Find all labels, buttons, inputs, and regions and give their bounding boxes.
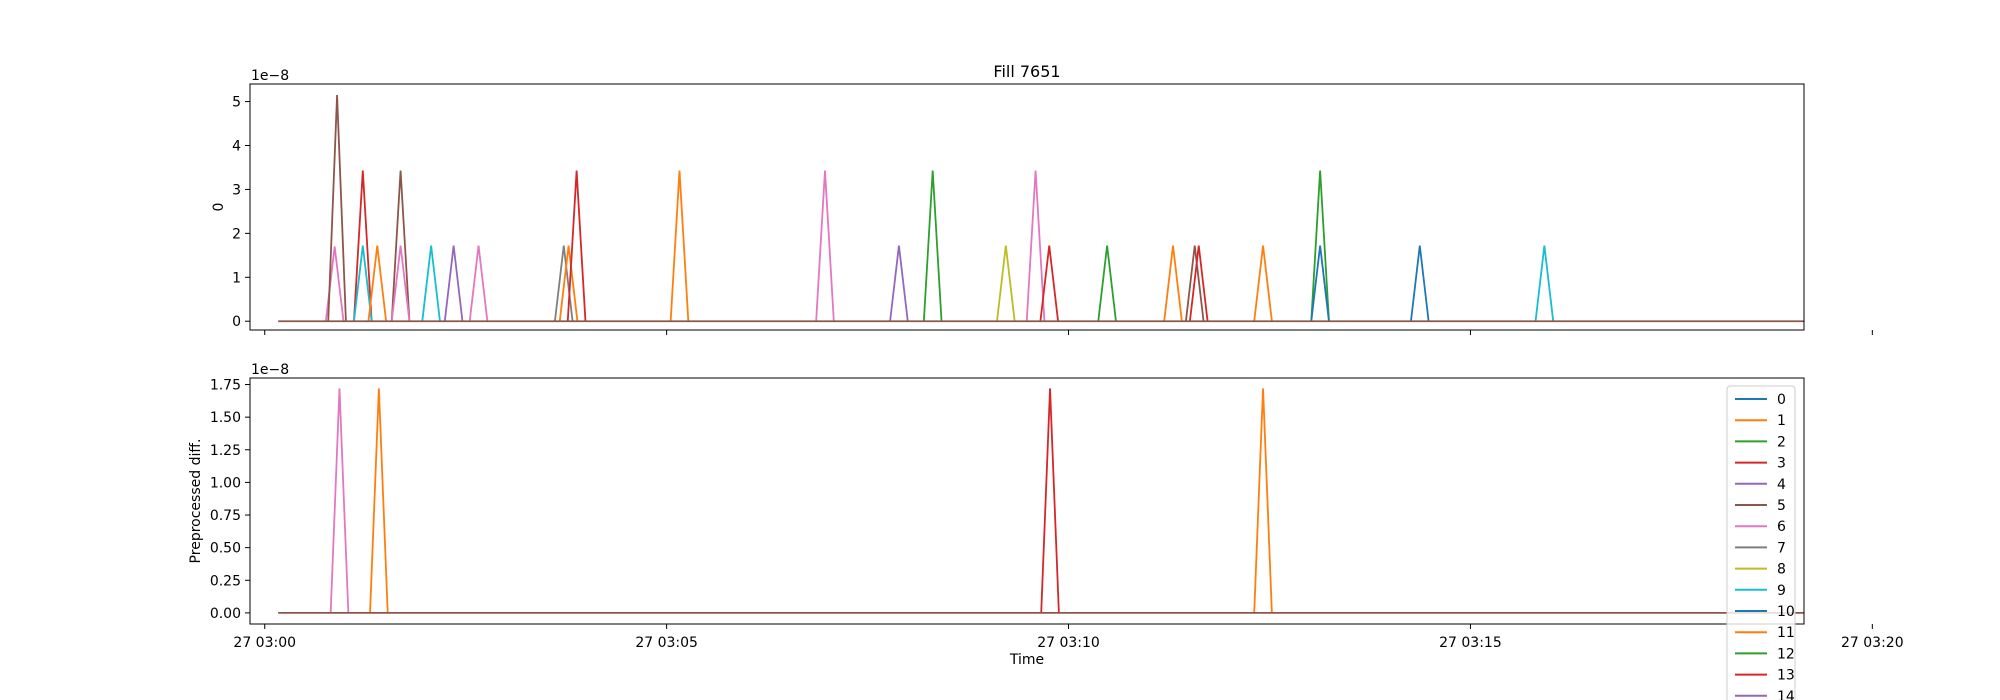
legend-label-9: 9: [1777, 583, 1786, 599]
y-ticks-top: 0 1 2 3 4 5: [232, 95, 250, 330]
series-4-spike: [889, 245, 909, 322]
y-tick-label: 1.50: [210, 410, 241, 426]
series-3-spike: [1189, 245, 1209, 322]
series-3-spike: [1039, 245, 1059, 322]
y-tick-label: 0.00: [210, 606, 241, 622]
y-tick-label: 3: [232, 182, 241, 198]
legend-label-12: 12: [1777, 646, 1795, 662]
chart-title: Fill 7651: [993, 62, 1060, 81]
x-tick-label: 27 03:15: [1439, 635, 1502, 651]
x-ticks-top: [264, 330, 1873, 335]
series-6-spike: [468, 245, 489, 322]
series-9-spike: [1534, 245, 1555, 322]
series-1-spike: [369, 388, 389, 613]
legend-label-14: 14: [1777, 689, 1795, 700]
y-tick-label: 5: [232, 95, 241, 111]
legend-label-11: 11: [1777, 625, 1795, 641]
y-axis-label-bottom: Preprocessed diff.: [188, 439, 204, 564]
y-tick-label: 4: [232, 139, 241, 155]
series-1-spike: [1163, 245, 1183, 322]
legend-label-6: 6: [1777, 519, 1786, 535]
series-1-spike: [1253, 388, 1273, 613]
y-axis-label-top: 0: [211, 203, 227, 212]
series-5-spike: [1184, 245, 1205, 322]
series-1-spike: [1253, 245, 1273, 322]
legend-label-10: 10: [1777, 604, 1795, 620]
y-tick-label: 1.00: [210, 475, 241, 491]
y-tick-label: 0.25: [210, 573, 241, 589]
legend-box: [1726, 385, 1796, 700]
legend-label-5: 5: [1777, 498, 1786, 514]
y-tick-label: 0.75: [210, 508, 241, 524]
legend-label-4: 4: [1777, 477, 1786, 493]
legend-label-3: 3: [1777, 456, 1786, 472]
series-12-spike: [1310, 170, 1330, 322]
series-3-spike: [1040, 388, 1060, 613]
series-1-spike: [367, 245, 388, 322]
x-tick-label: 27 03:05: [635, 635, 698, 651]
x-tick-label: 27 03:10: [1037, 635, 1100, 651]
legend-label-13: 13: [1777, 668, 1795, 684]
series-3-spike: [566, 170, 587, 322]
series-6-spike: [815, 170, 835, 322]
y-tick-label: 1.25: [210, 443, 241, 459]
series-10-spike: [1410, 245, 1430, 322]
x-axis-label: Time: [1009, 652, 1044, 668]
offset-text-top: 1e−8: [251, 68, 289, 84]
series-1-spike: [669, 170, 690, 322]
series-1-spike: [558, 245, 579, 322]
series-6-spike: [1025, 170, 1046, 322]
y-tick-label: 0: [232, 314, 241, 330]
plot-frame-top: [249, 83, 1805, 331]
x-ticks-bottom: 27 03:00 27 03:05 27 03:10 27 03:15 27 03:20: [233, 624, 1904, 651]
series-4-spike: [443, 245, 464, 322]
plot-frame-bottom: [249, 377, 1805, 625]
legend-label-1: 1: [1777, 413, 1786, 429]
y-tick-label: 1: [232, 270, 241, 286]
series-9-spike: [353, 245, 373, 322]
y-tick-label: 2: [232, 226, 241, 242]
y-tick-label: 0.50: [210, 541, 241, 557]
plot-lines-top: [278, 94, 1804, 323]
top-axes: Fill 7651 1e−8 0 0 1 2 3 4 5: [211, 62, 1873, 335]
x-tick-label: 27 03:00: [233, 635, 296, 651]
series-6-spike: [390, 245, 411, 322]
y-tick-label: 1.75: [210, 378, 241, 394]
plot-lines-bottom: [278, 388, 1804, 614]
y-ticks-bottom: 0.00 0.25 0.50 0.75 1.00 1.25 1.50 1.75: [210, 378, 250, 622]
series-2-spike: [922, 170, 943, 322]
series-10-spike: [1310, 245, 1330, 322]
series-5-spike: [390, 170, 411, 322]
series-9-spike: [421, 245, 441, 322]
legend-label-2: 2: [1777, 434, 1786, 450]
series-2-spike: [1097, 245, 1117, 322]
x-tick-label: 27 03:20: [1841, 635, 1904, 651]
legend-label-0: 0: [1777, 392, 1786, 408]
offset-text-bottom: 1e−8: [251, 362, 289, 378]
series-6-spike: [329, 388, 350, 613]
series-5-spike: [327, 94, 347, 322]
series-13-spike: [353, 170, 373, 322]
bottom-axes: 1e−8 Preprocessed diff. Time 0.00 0.25 0.5…: [188, 362, 1904, 668]
series-8-spike: [996, 245, 1016, 322]
legend-label-7: 7: [1777, 540, 1786, 556]
legend-label-8: 8: [1777, 562, 1786, 578]
